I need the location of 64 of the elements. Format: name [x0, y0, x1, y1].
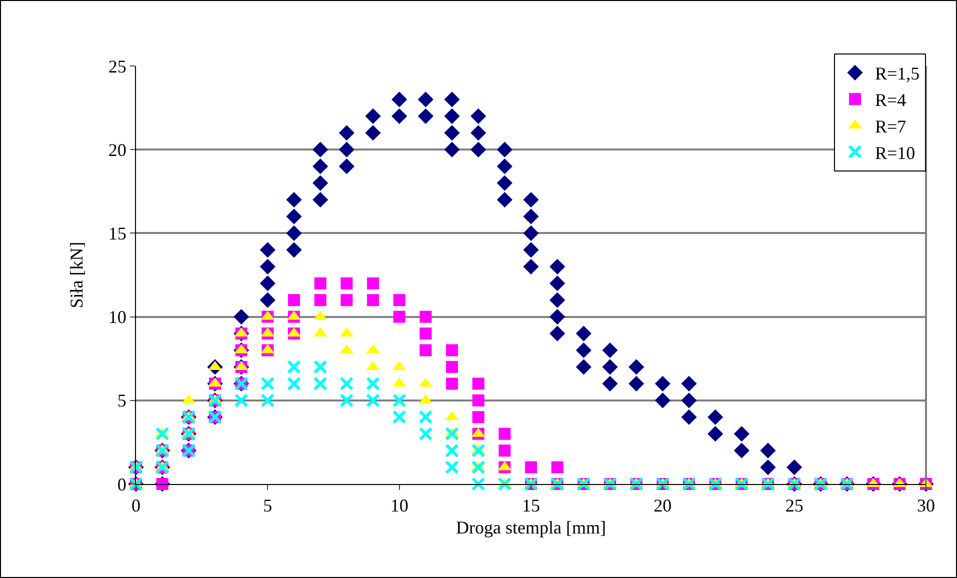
x-tick-label: 5 [263, 496, 272, 516]
point [260, 393, 275, 408]
point [472, 411, 484, 424]
point [446, 344, 458, 356]
point [340, 376, 354, 391]
point [366, 376, 380, 391]
legend-label: R=1,5 [875, 64, 920, 84]
point [340, 277, 353, 290]
y-axis-title: Siła [kN] [66, 242, 87, 308]
point [340, 393, 354, 408]
point [420, 328, 432, 340]
point [313, 376, 328, 391]
x-axis-title: Droga stempla [mm] [456, 518, 606, 538]
point [366, 393, 380, 408]
point [313, 360, 328, 374]
x-tick-label: 20 [654, 496, 672, 516]
point [420, 344, 432, 356]
x-tick-label: 10 [390, 496, 408, 516]
point [234, 393, 248, 408]
point [393, 310, 406, 323]
point [525, 461, 537, 474]
point [445, 444, 459, 458]
point [471, 460, 486, 474]
point [287, 376, 301, 391]
point [471, 444, 486, 458]
y-tick-label: 10 [108, 307, 126, 328]
point [472, 378, 484, 390]
legend-label: R=7 [875, 116, 906, 136]
point [445, 426, 459, 441]
point [288, 294, 300, 306]
point [155, 426, 170, 441]
point [393, 294, 406, 306]
x-tick-label: 0 [132, 496, 140, 516]
point [418, 426, 433, 441]
point [471, 477, 486, 491]
point [314, 277, 326, 290]
point [472, 394, 484, 406]
point [314, 294, 326, 306]
y-tick-label: 25 [108, 56, 126, 76]
point [498, 477, 512, 491]
point [498, 444, 511, 457]
point [445, 460, 459, 474]
legend-label: R=10 [875, 142, 916, 163]
point [498, 428, 511, 440]
x-tick-label: 30 [917, 496, 935, 516]
point [367, 277, 379, 290]
x-tick-label: 25 [785, 496, 804, 516]
point [367, 294, 379, 306]
y-tick-label: 20 [108, 140, 126, 160]
point [287, 360, 301, 374]
x-tick-label: 15 [522, 496, 540, 516]
point [446, 360, 458, 373]
point [260, 376, 275, 391]
y-tick-label: 5 [117, 390, 126, 411]
point [420, 310, 432, 323]
point [392, 410, 406, 424]
legend-label: R=4 [875, 90, 906, 110]
y-tick-label: 15 [108, 224, 126, 244]
point [418, 410, 433, 424]
point [340, 294, 353, 306]
point [446, 378, 458, 390]
point [551, 461, 564, 474]
y-tick-label: 0 [117, 474, 126, 494]
point [392, 393, 406, 408]
